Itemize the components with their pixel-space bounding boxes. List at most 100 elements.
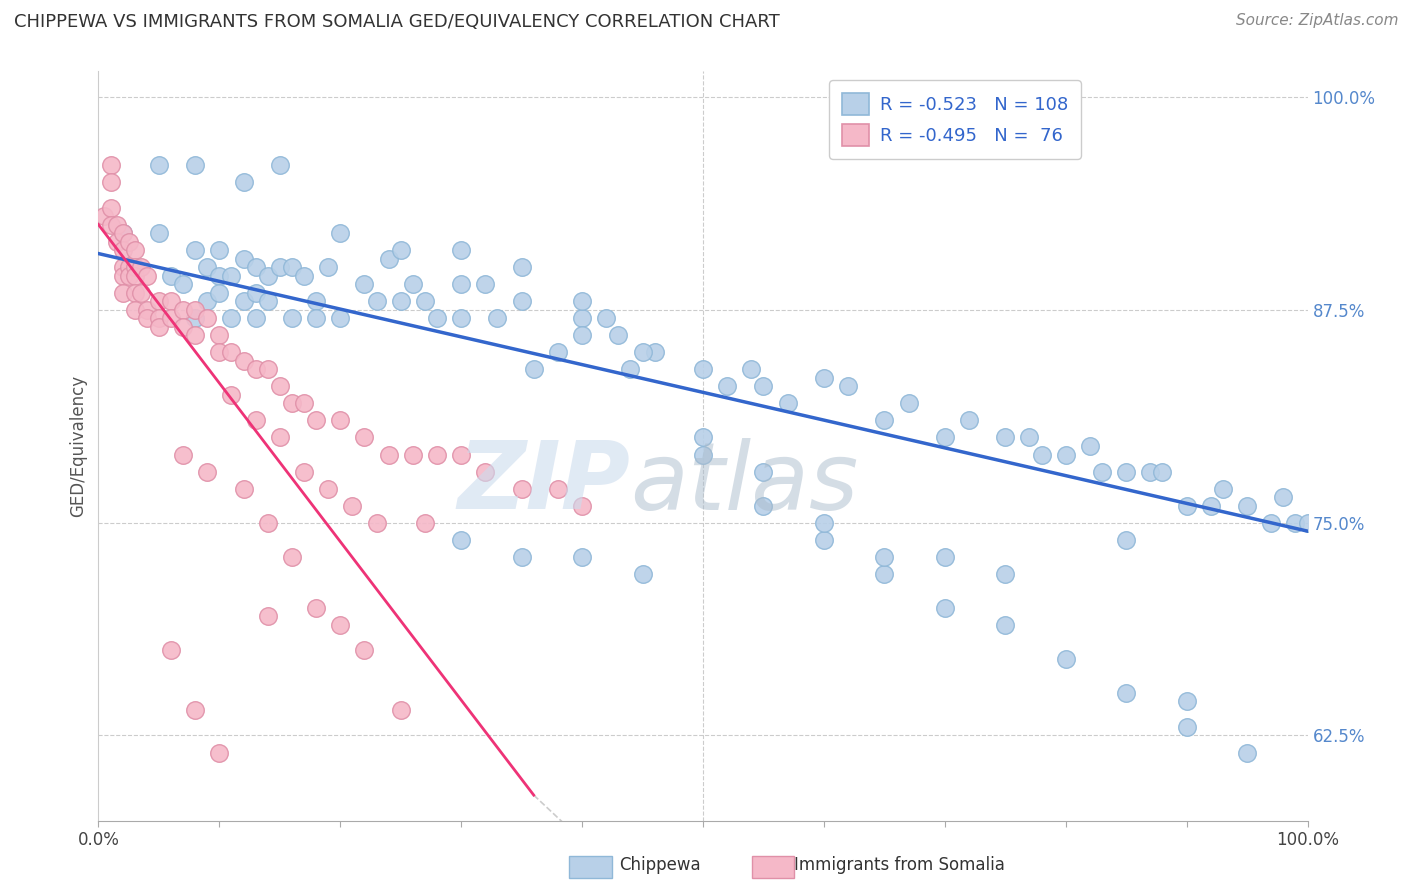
Point: [148, 319, 170, 334]
Point: [160, 268, 183, 283]
Text: Source: ZipAtlas.com: Source: ZipAtlas.com: [1236, 13, 1399, 29]
Point: [1260, 516, 1282, 530]
Point: [305, 294, 328, 309]
Point: [813, 533, 835, 547]
Point: [129, 260, 152, 275]
Point: [221, 388, 243, 402]
Point: [305, 311, 328, 326]
Point: [118, 260, 141, 275]
Point: [813, 516, 835, 530]
Point: [1296, 516, 1319, 530]
Point: [644, 345, 666, 359]
Point: [1212, 482, 1234, 496]
Point: [208, 328, 231, 343]
Text: CHIPPEWA VS IMMIGRANTS FROM SOMALIA GED/EQUIVALENCY CORRELATION CHART: CHIPPEWA VS IMMIGRANTS FROM SOMALIA GED/…: [14, 13, 780, 31]
Point: [740, 362, 762, 376]
Text: Chippewa: Chippewa: [619, 856, 700, 874]
Point: [111, 285, 134, 300]
Point: [1115, 465, 1137, 479]
Point: [269, 260, 291, 275]
Point: [994, 617, 1017, 632]
Point: [776, 396, 799, 410]
Point: [547, 345, 569, 359]
Point: [1272, 490, 1295, 504]
Point: [450, 448, 472, 462]
Point: [195, 311, 218, 326]
Point: [232, 354, 254, 368]
Point: [221, 311, 243, 326]
Point: [100, 158, 122, 172]
Point: [245, 413, 267, 427]
Point: [1175, 720, 1198, 734]
Point: [329, 311, 352, 326]
Point: [105, 235, 128, 249]
Point: [813, 371, 835, 385]
Point: [124, 268, 146, 283]
Point: [523, 362, 546, 376]
Point: [111, 260, 134, 275]
Point: [1054, 448, 1077, 462]
Point: [510, 294, 533, 309]
Point: [172, 448, 194, 462]
Point: [232, 294, 254, 309]
Point: [402, 277, 425, 292]
Point: [571, 311, 593, 326]
Point: [232, 175, 254, 189]
Point: [366, 516, 388, 530]
Point: [752, 379, 775, 393]
Point: [994, 430, 1017, 444]
Point: [208, 268, 231, 283]
Point: [305, 600, 328, 615]
Point: [389, 243, 412, 257]
Point: [329, 226, 352, 240]
Point: [245, 260, 267, 275]
Point: [172, 302, 194, 317]
Point: [631, 345, 654, 359]
Point: [221, 268, 243, 283]
Point: [184, 158, 207, 172]
Point: [256, 362, 278, 376]
Point: [692, 430, 714, 444]
Point: [692, 362, 714, 376]
Point: [100, 201, 122, 215]
Point: [160, 294, 183, 309]
Point: [571, 499, 593, 513]
Point: [692, 448, 714, 462]
Point: [135, 311, 157, 326]
Point: [129, 285, 152, 300]
Point: [413, 516, 436, 530]
Point: [366, 294, 388, 309]
Point: [124, 285, 146, 300]
Point: [486, 311, 509, 326]
Point: [571, 549, 593, 564]
Point: [631, 566, 654, 581]
Point: [111, 243, 134, 257]
Point: [100, 175, 122, 189]
Point: [148, 158, 170, 172]
Point: [184, 243, 207, 257]
Point: [245, 362, 267, 376]
Point: [148, 294, 170, 309]
Point: [184, 311, 207, 326]
Point: [118, 268, 141, 283]
Point: [1152, 465, 1174, 479]
Point: [873, 566, 896, 581]
Point: [957, 413, 980, 427]
Point: [184, 328, 207, 343]
Point: [1284, 516, 1306, 530]
Point: [716, 379, 738, 393]
Point: [377, 252, 399, 266]
Point: [256, 609, 278, 624]
Point: [256, 294, 278, 309]
Point: [281, 260, 304, 275]
Point: [172, 277, 194, 292]
Legend: R = -0.523   N = 108, R = -0.495   N =  76: R = -0.523 N = 108, R = -0.495 N = 76: [830, 80, 1081, 159]
Point: [389, 703, 412, 717]
Point: [292, 268, 315, 283]
Point: [281, 396, 304, 410]
Point: [1236, 746, 1258, 760]
Point: [619, 362, 641, 376]
Point: [873, 413, 896, 427]
Point: [389, 294, 412, 309]
Point: [353, 643, 375, 657]
